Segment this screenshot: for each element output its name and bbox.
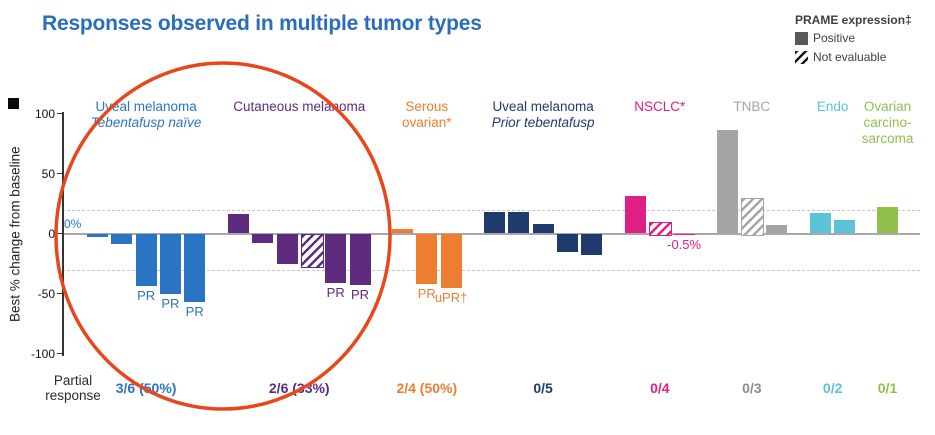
bar: [765, 225, 787, 234]
group-label-line: Serous: [405, 99, 449, 114]
group-label: NSCLC*: [634, 99, 685, 115]
bar-not-evaluable: [300, 233, 324, 268]
bar-label: PR: [185, 303, 204, 319]
y-tick-mark: [57, 112, 62, 115]
bar: [673, 233, 695, 235]
group-label-line: Tebentafusp naïve: [90, 115, 202, 130]
bar: [349, 233, 371, 286]
bar-not-evaluable: [741, 197, 765, 236]
y-tick-label: 50: [41, 166, 55, 181]
bar: [532, 223, 554, 234]
bar: [87, 233, 108, 238]
legend-title: PRAME expression‡: [795, 13, 912, 27]
y-tick-label: -100: [30, 346, 55, 361]
not-evaluable-hatch-icon: [795, 50, 808, 64]
group-label: Serous ovarian*: [402, 99, 452, 131]
response-count: 2/6 (33%): [268, 380, 330, 396]
response-count: 0/5: [533, 380, 553, 396]
bar: [392, 228, 413, 234]
y-tick-label: 100: [34, 106, 55, 121]
group-label-line: Prior tebentafusp: [491, 115, 595, 130]
group-label-line: ovarian*: [402, 115, 452, 130]
bar: [625, 196, 646, 234]
response-count: 2/4 (50%): [396, 380, 458, 396]
bar: [834, 220, 856, 234]
bar: [252, 233, 274, 244]
legend-item: Not evaluable: [795, 50, 935, 64]
bar-not-evaluable: [649, 221, 673, 236]
bar-label: -0.5%: [667, 237, 702, 252]
group-label: Ovarian carcino-sarcoma: [862, 99, 914, 147]
y-tick-label: 0: [48, 226, 55, 241]
bar: [508, 211, 530, 234]
zero-percent-annotation: 0%: [64, 217, 82, 231]
bar-label: PR: [137, 288, 156, 304]
reference-line: [62, 269, 920, 271]
bar: [717, 130, 738, 234]
bar: [325, 233, 347, 283]
group-label: Endo: [817, 99, 849, 115]
group-label-line: TNBC: [733, 99, 771, 114]
bar-label: PR: [161, 295, 180, 311]
bar: [135, 233, 157, 287]
bar: [111, 233, 133, 245]
bar: [810, 213, 831, 234]
bar: [184, 233, 206, 302]
bar: [556, 233, 578, 252]
response-count: 0/4: [650, 380, 670, 396]
response-count: 0/3: [742, 380, 762, 396]
group-label-line: Uveal melanoma: [492, 99, 594, 114]
group-label-line: NSCLC*: [634, 99, 686, 114]
slide-title: Responses observed in multiple tumor typ…: [42, 12, 482, 35]
bar: [877, 207, 898, 234]
group-label: Uveal melanoma Tebentafusp naïve: [91, 99, 202, 131]
bar: [581, 233, 603, 256]
bar-label: uPR†: [434, 289, 468, 305]
y-tick-mark: [57, 172, 62, 175]
bar: [159, 233, 181, 294]
bar: [228, 214, 249, 234]
bar-label: PR: [417, 285, 436, 301]
group-label-line: Ovarian: [863, 99, 912, 114]
reference-line: [62, 209, 920, 211]
y-tick-label: -50: [37, 286, 55, 301]
bar: [416, 233, 438, 284]
bar: [276, 233, 298, 264]
zero-line: [62, 232, 920, 235]
response-count: 3/6 (50%): [115, 380, 177, 396]
partial-response-row-label: Partial response: [45, 373, 101, 403]
group-label-line: Uveal melanoma: [95, 99, 197, 114]
response-count: 0/2: [822, 380, 843, 396]
group-label-line: carcino-: [863, 115, 912, 130]
group-label-line: Cutaneous melanoma: [233, 99, 366, 114]
bar-label: PR: [350, 287, 370, 303]
legend-item: Positive: [795, 31, 935, 45]
group-label-line: Endo: [816, 99, 849, 114]
legend-item-label: Positive: [813, 31, 856, 45]
group-label: Uveal melanoma Prior tebentafusp: [492, 99, 595, 131]
bar-label: PR: [326, 284, 345, 300]
y-tick-mark: [57, 292, 62, 295]
y-tick-mark: [57, 352, 62, 355]
group-label: TNBC: [733, 99, 770, 115]
positive-swatch-icon: [795, 31, 808, 45]
slide-corner-marker: [8, 98, 19, 109]
group-label-line: sarcoma: [861, 131, 914, 146]
response-count: 0/1: [877, 380, 898, 396]
prame-legend: PRAME expression‡ Positive Not evaluable: [795, 13, 935, 69]
bar: [484, 211, 505, 234]
y-tick-mark: [57, 232, 62, 235]
bar: [440, 233, 462, 288]
y-axis-line: [62, 111, 64, 356]
legend-item-label: Not evaluable: [813, 50, 887, 64]
group-label: Cutaneous melanoma: [233, 99, 365, 115]
